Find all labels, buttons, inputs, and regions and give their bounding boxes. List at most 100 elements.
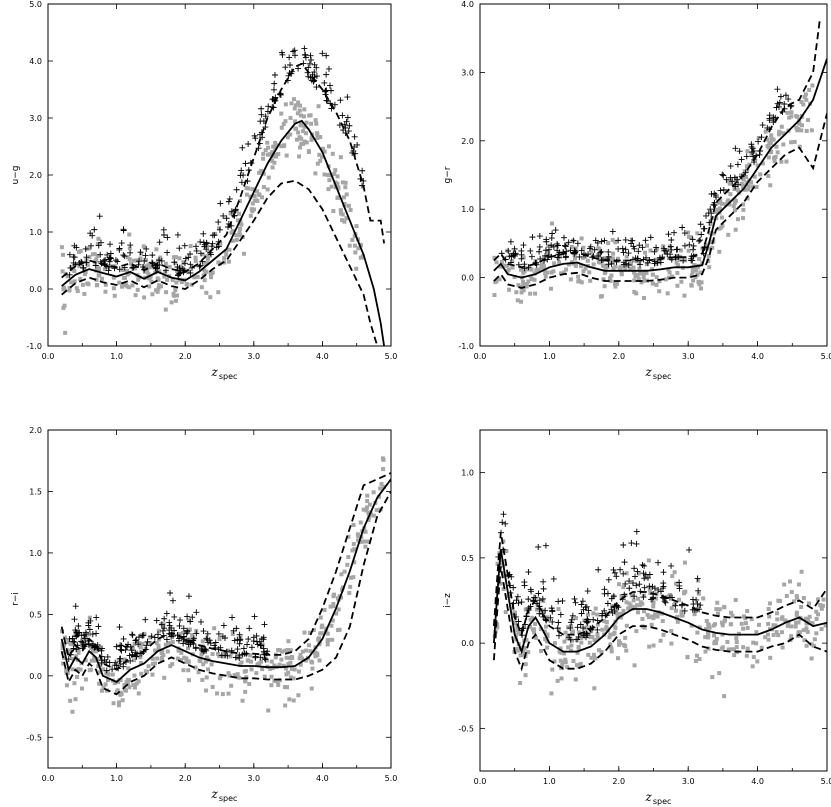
data-point-plus [282,64,289,71]
y-tick-label: 3.0 [461,68,474,77]
data-point-gray [85,281,90,286]
data-point-gray [204,655,209,660]
data-point-gray [154,640,159,645]
upper-bound-line-r-i [60,472,391,671]
data-point-gray [93,658,98,663]
data-point-gray [807,601,812,606]
data-point-gray [318,158,323,163]
data-point-gray [286,639,291,644]
data-point-gray [131,658,136,663]
data-point-plus [555,254,562,261]
data-point-gray [638,600,643,605]
data-point-plus [527,586,534,593]
data-point-gray [653,612,658,617]
data-point-gray [360,254,365,259]
data-point-gray [276,151,281,156]
data-point-plus [732,145,739,152]
data-point-plus [562,243,569,250]
data-point-plus [579,625,586,632]
data-point-gray [675,614,680,619]
data-point-gray [170,640,175,645]
data-point-gray [162,274,167,279]
data-point-plus [622,580,629,587]
data-point-gray [251,207,256,212]
data-point-plus [626,578,633,585]
data-point-gray [546,243,551,248]
data-point-gray [502,263,507,268]
data-point-plus [133,636,140,643]
data-point-gray [348,584,353,589]
data-point-gray [175,656,180,661]
data-point-gray [794,594,799,599]
data-point-gray [193,259,198,264]
data-point-plus [141,257,148,264]
data-point-plus [609,228,616,235]
data-point-plus [694,600,701,607]
data-point-gray [245,658,250,663]
data-point-gray [741,207,746,212]
data-point-gray [147,284,152,289]
data-point-gray [726,179,731,184]
y-tick-label: 4.0 [29,57,42,66]
data-point-gray [576,647,581,652]
data-point-gray [329,623,334,628]
data-point-plus [203,635,210,642]
data-point-plus [749,145,756,152]
data-point-gray [710,675,715,680]
data-point-gray [515,298,520,303]
data-point-gray [781,142,786,147]
data-point-plus [96,213,103,220]
data-point-gray [523,607,528,612]
data-point-gray [544,624,549,629]
data-point-plus [695,238,702,245]
data-point-gray [591,262,596,267]
data-point-plus [107,255,114,262]
data-point-gray [283,102,288,107]
data-point-gray [351,542,356,547]
data-point-gray [629,593,634,598]
data-point-gray [534,635,539,640]
data-point-gray [711,623,716,628]
data-point-plus [690,242,697,249]
y-tick-label: -0.5 [26,733,42,742]
data-point-gray [642,625,647,630]
data-point-plus [244,641,251,648]
data-point-gray [692,263,697,268]
data-point-gray [563,630,568,635]
data-point-gray [154,247,159,252]
data-point-gray [237,230,242,235]
data-point-plus [548,235,555,242]
data-point-gray [634,629,639,634]
data-point-gray [585,258,590,263]
data-point-gray [801,628,806,633]
data-point-plus [240,645,247,652]
data-point-gray [230,238,235,243]
data-point-gray [269,674,274,679]
data-point-gray [142,264,147,269]
lower-bound-line-r-i [60,491,391,696]
data-point-gray [229,683,234,688]
data-point-plus [499,519,506,526]
data-point-gray [542,629,547,634]
data-point-gray [670,574,675,579]
data-point-gray [776,633,781,638]
data-point-gray [132,642,137,647]
x-tick-label: 5.0 [821,352,831,361]
x-tick-label: 3.0 [247,352,260,361]
data-point-gray [645,612,650,617]
data-point-gray [105,678,110,683]
data-point-gray [221,654,226,659]
data-point-plus [122,646,129,653]
data-point-plus [236,631,243,638]
data-point-gray [809,656,814,661]
data-point-gray [693,275,698,280]
data-point-plus [628,240,635,247]
data-point-plus [540,585,547,592]
data-point-plus [197,238,204,245]
data-point-gray [125,255,130,260]
data-point-plus [653,244,660,251]
data-point-gray [346,555,351,560]
data-point-gray [766,606,771,611]
data-point-gray [189,637,194,642]
data-point-gray [599,294,604,299]
